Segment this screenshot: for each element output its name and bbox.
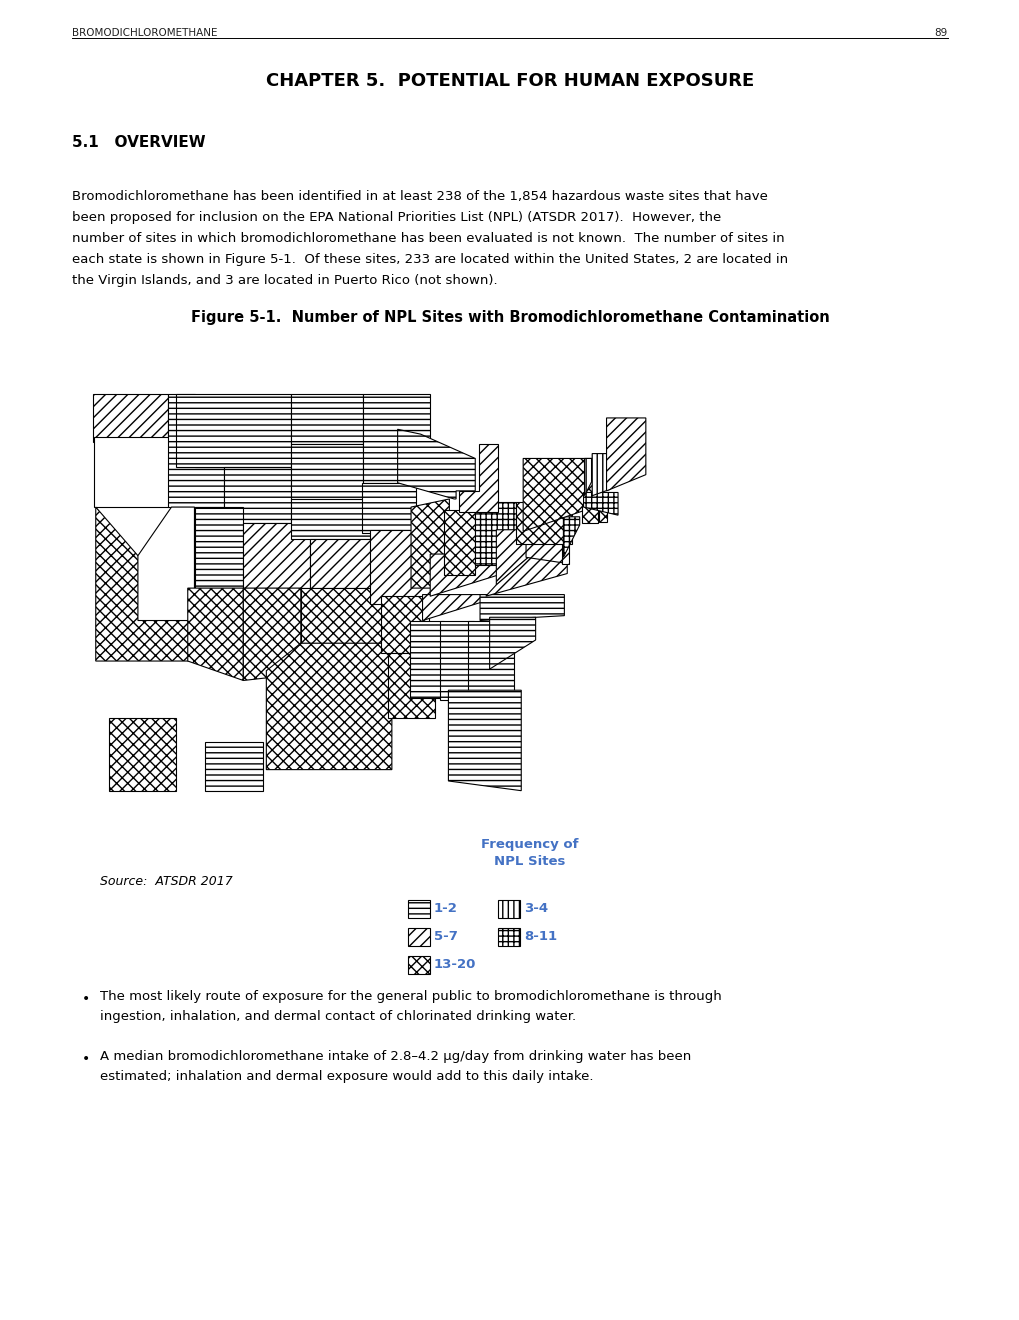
Text: 89: 89 — [933, 28, 947, 38]
Text: 13-20: 13-20 — [433, 958, 476, 972]
Polygon shape — [443, 511, 475, 576]
Text: •: • — [82, 993, 90, 1006]
Polygon shape — [205, 742, 262, 791]
Polygon shape — [244, 589, 301, 681]
Polygon shape — [291, 444, 363, 499]
Polygon shape — [448, 690, 521, 791]
Text: Frequency of
NPL Sites: Frequency of NPL Sites — [481, 838, 578, 869]
Polygon shape — [475, 502, 516, 565]
Bar — [497, 900, 520, 917]
Polygon shape — [362, 483, 416, 533]
Text: ingestion, inhalation, and dermal contact of chlorinated drinking water.: ingestion, inhalation, and dermal contac… — [100, 1010, 576, 1023]
Bar — [408, 928, 430, 946]
Polygon shape — [583, 492, 618, 515]
Polygon shape — [480, 594, 564, 620]
Text: the Virgin Islands, and 3 are located in Puerto Rico (not shown).: the Virgin Islands, and 3 are located in… — [72, 275, 497, 286]
Polygon shape — [410, 620, 443, 698]
Polygon shape — [562, 517, 579, 557]
Polygon shape — [592, 454, 609, 496]
Polygon shape — [397, 429, 475, 499]
Text: each state is shown in Figure 5-1.  Of these sites, 233 are located within the U: each state is shown in Figure 5-1. Of th… — [72, 253, 788, 267]
Text: Figure 5-1.  Number of NPL Sites with Bromodichloromethane Contamination: Figure 5-1. Number of NPL Sites with Bro… — [191, 310, 828, 325]
Text: •: • — [82, 1052, 90, 1067]
Polygon shape — [291, 499, 374, 540]
Text: 3-4: 3-4 — [524, 903, 547, 916]
Polygon shape — [94, 437, 171, 507]
Polygon shape — [138, 507, 195, 620]
Polygon shape — [485, 544, 567, 597]
Text: estimated; inhalation and dermal exposure would add to this daily intake.: estimated; inhalation and dermal exposur… — [100, 1071, 593, 1082]
Text: Bromodichloromethane has been identified in at least 238 of the 1,854 hazardous : Bromodichloromethane has been identified… — [72, 190, 767, 203]
Polygon shape — [411, 499, 449, 589]
Polygon shape — [496, 529, 543, 585]
Polygon shape — [196, 507, 244, 589]
Polygon shape — [516, 502, 572, 544]
Bar — [497, 928, 520, 946]
Polygon shape — [560, 543, 569, 564]
Polygon shape — [176, 393, 291, 466]
Text: CHAPTER 5.  POTENTIAL FOR HUMAN EXPOSURE: CHAPTER 5. POTENTIAL FOR HUMAN EXPOSURE — [266, 73, 753, 90]
Polygon shape — [489, 618, 535, 669]
Polygon shape — [109, 718, 176, 791]
Polygon shape — [93, 393, 167, 442]
Polygon shape — [439, 620, 474, 700]
Text: 8-11: 8-11 — [524, 931, 556, 944]
Polygon shape — [422, 594, 505, 620]
Text: 1-2: 1-2 — [433, 903, 458, 916]
Polygon shape — [584, 458, 602, 496]
Polygon shape — [187, 589, 244, 681]
Polygon shape — [266, 643, 391, 770]
Bar — [408, 900, 430, 917]
Polygon shape — [523, 458, 598, 532]
Polygon shape — [301, 589, 383, 643]
Polygon shape — [224, 466, 291, 523]
Polygon shape — [244, 523, 310, 589]
Text: The most likely route of exposure for the general public to bromodichloromethane: The most likely route of exposure for th… — [100, 990, 721, 1003]
Text: 5-7: 5-7 — [433, 931, 458, 944]
Polygon shape — [310, 540, 381, 589]
Polygon shape — [459, 444, 497, 512]
Text: BROMODICHLOROMETHANE: BROMODICHLOROMETHANE — [72, 28, 217, 38]
Polygon shape — [370, 529, 434, 605]
Polygon shape — [291, 393, 363, 444]
Text: A median bromodichloromethane intake of 2.8–4.2 μg/day from drinking water has b: A median bromodichloromethane intake of … — [100, 1049, 691, 1063]
Polygon shape — [363, 393, 430, 483]
Polygon shape — [598, 507, 606, 521]
Polygon shape — [467, 620, 514, 696]
Polygon shape — [606, 418, 645, 491]
Polygon shape — [430, 554, 502, 597]
Polygon shape — [387, 653, 434, 718]
Polygon shape — [167, 393, 224, 507]
Polygon shape — [381, 597, 429, 653]
Polygon shape — [96, 507, 195, 661]
Text: number of sites in which bromodichloromethane has been evaluated is not known.  : number of sites in which bromodichlorome… — [72, 232, 784, 246]
Text: been proposed for inclusion on the EPA National Priorities List (NPL) (ATSDR 201: been proposed for inclusion on the EPA N… — [72, 211, 720, 224]
Bar — [408, 956, 430, 974]
Text: 5.1   OVERVIEW: 5.1 OVERVIEW — [72, 135, 206, 150]
Polygon shape — [526, 544, 569, 564]
Text: Source:  ATSDR 2017: Source: ATSDR 2017 — [100, 875, 232, 888]
Polygon shape — [581, 506, 597, 523]
